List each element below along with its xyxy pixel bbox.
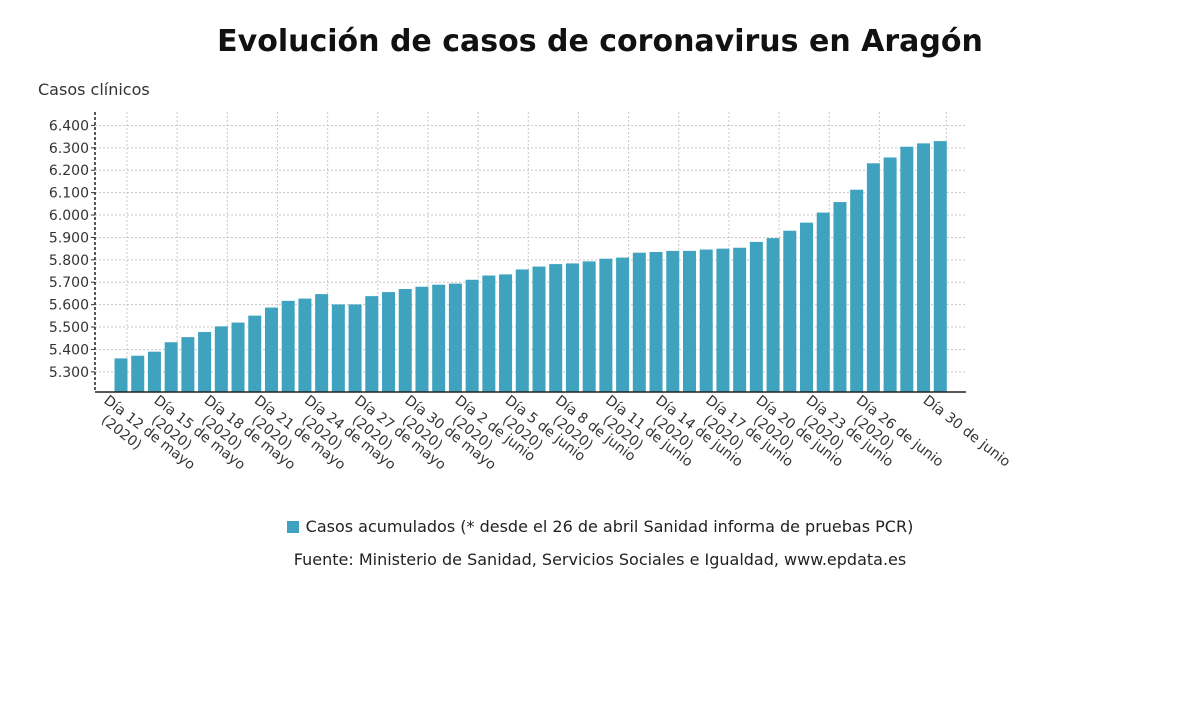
y-tick-label: 5.600 [49, 298, 89, 314]
bar-2 [131, 355, 145, 392]
bar-17 [382, 292, 396, 392]
bar-16 [365, 296, 379, 392]
bar-19 [415, 286, 429, 392]
bar-20 [432, 284, 446, 392]
bar-4 [164, 342, 178, 392]
bar-30 [599, 258, 613, 392]
y-tick-label: 5.400 [49, 342, 89, 358]
bar-48 [900, 146, 914, 392]
bar-33 [649, 252, 663, 392]
bar-47 [883, 157, 897, 392]
y-tick-label: 6.300 [49, 141, 89, 157]
source-note: Fuente: Ministerio de Sanidad, Servicios… [293, 550, 907, 569]
bar-9 [248, 315, 262, 392]
axes [94, 112, 966, 393]
bar-46 [866, 163, 880, 392]
bars [114, 141, 947, 392]
y-tick-label: 6.400 [49, 118, 89, 134]
y-ticks: 5.300 5.400 5.500 5.600 5.700 5.800 5.900 6.000… [49, 118, 95, 381]
y-tick-label: 5.700 [49, 275, 89, 291]
legend-label: Casos acumulados (* desde el 26 de abril… [305, 517, 914, 536]
bar-5 [181, 337, 195, 392]
bar-21 [448, 283, 462, 392]
bar-12 [298, 298, 312, 392]
bar-50 [933, 141, 947, 392]
bar-27 [549, 264, 563, 392]
y-tick-label: 6.100 [49, 186, 89, 202]
bar-43 [816, 212, 830, 392]
bar-24 [499, 274, 513, 392]
bar-14 [331, 304, 345, 392]
bar-1 [114, 358, 128, 392]
y-axis-label: Casos clínicos [38, 80, 150, 99]
bar-34 [666, 250, 680, 392]
y-tick-label: 5.800 [49, 253, 89, 269]
bar-42 [800, 222, 814, 392]
bar-38 [733, 247, 747, 392]
bar-15 [348, 304, 362, 392]
bar-41 [783, 230, 797, 392]
bar-13 [315, 294, 329, 392]
bar-49 [917, 143, 931, 392]
bar-28 [565, 263, 579, 392]
bar-11 [281, 300, 295, 392]
bar-25 [515, 269, 529, 392]
y-tick-label: 5.500 [49, 320, 89, 336]
y-tick-label: 5.900 [49, 230, 89, 246]
bar-8 [231, 322, 245, 392]
bar-35 [682, 250, 696, 392]
bar-3 [147, 351, 161, 392]
bar-18 [398, 288, 412, 392]
y-tick-label: 6.200 [49, 163, 89, 179]
bar-39 [749, 241, 763, 392]
bar-44 [833, 202, 847, 392]
y-tick-label: 6.000 [49, 208, 89, 224]
bar-10 [264, 307, 278, 392]
y-tick-label: 5.300 [49, 365, 89, 381]
bar-31 [616, 257, 630, 392]
bar-23 [482, 275, 496, 392]
bar-36 [699, 249, 713, 392]
bar-6 [198, 331, 212, 392]
bar-45 [850, 189, 864, 392]
bar-40 [766, 238, 780, 392]
chart-title: Evolución de casos de coronavirus en Ara… [217, 24, 983, 59]
bar-22 [465, 279, 479, 392]
bar-29 [582, 261, 596, 392]
bar-37 [716, 248, 730, 392]
x-ticks: Día 12 de mayo(2020) Día 15 de mayo(2020)… [98, 393, 1013, 474]
bar-7 [214, 326, 228, 392]
bar-26 [532, 266, 546, 392]
legend: Casos acumulados (* desde el 26 de abril… [0, 517, 1200, 536]
bar-32 [632, 252, 646, 392]
legend-swatch [286, 521, 299, 533]
